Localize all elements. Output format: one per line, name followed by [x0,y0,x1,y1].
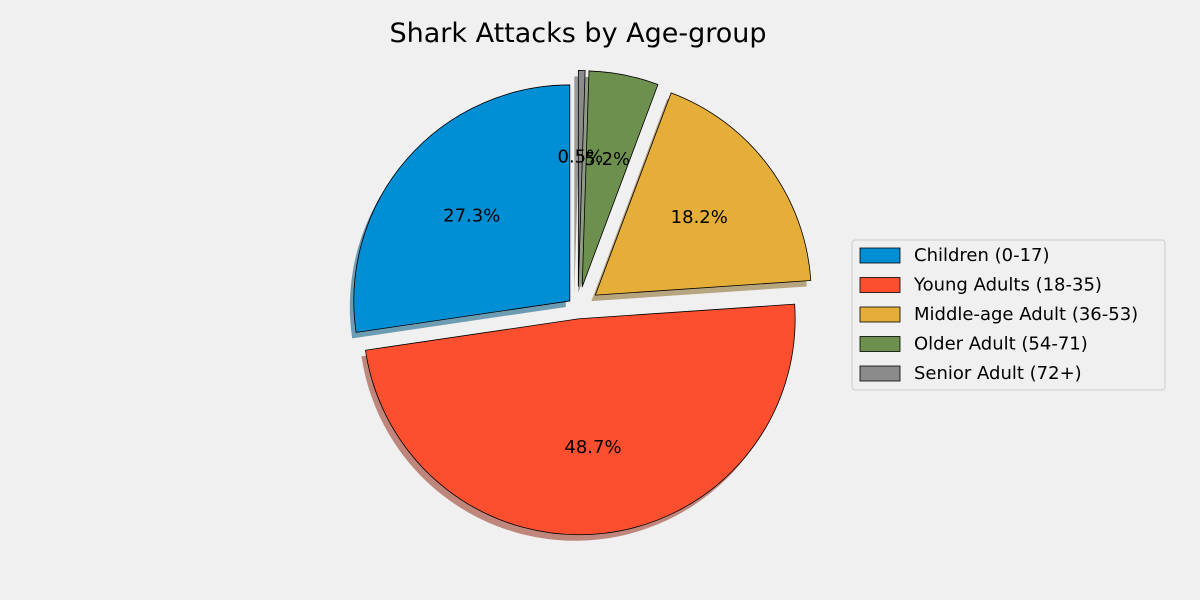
percent-label-older-adult-54-71: 5.2% [584,149,630,170]
legend-swatch-middle-age-adult-36-53 [859,306,901,323]
pie-slice-older-adult-54-71 [581,70,659,288]
percent-label-middle-age-adult-36-53: 18.2% [671,207,728,228]
pie-slice-children-0-17 [353,84,571,333]
legend: Children (0-17) Young Adults (18-35) Middl… [851,239,1166,391]
legend-label-young-adults-18-35: Young Adults (18-35) [913,275,1102,296]
pie-slices [353,70,812,536]
percent-label-senior-adult-72: 0.5% [558,146,604,167]
legend-swatch-older-adult-54-71 [859,336,901,352]
legend-label-older-adult-54-71: Older Adult (54-71) [914,334,1088,355]
legend-label-middle-age-adult-36-53: Middle-age Adult (36-53) [914,304,1138,325]
percent-label-young-adults-18-35: 48.7% [564,437,621,458]
legend-swatch-young-adults-18-35 [859,277,901,293]
legend-label-children-0-17: Children (0-17) [914,245,1050,266]
legend-box [851,239,1166,391]
legend-swatch-children-0-17 [859,247,901,264]
percent-labels: 27.3% 48.7% 18.2% 5.2%0.5% [443,146,728,458]
pie-slice-middle-age-adult-36-53 [594,92,812,296]
pie-slice-senior-adult-72 [577,70,586,287]
pie-slice-young-adults-18-35 [365,303,796,536]
legend-label-senior-adult-72: Senior Adult (72+) [914,363,1082,384]
legend-items: Children (0-17) Young Adults (18-35) Middl… [859,245,1138,384]
chart-title: Shark Attacks by Age-group [389,18,766,49]
legend-swatch-senior-adult-72 [859,365,901,382]
percent-label-children-0-17: 27.3% [443,206,500,227]
